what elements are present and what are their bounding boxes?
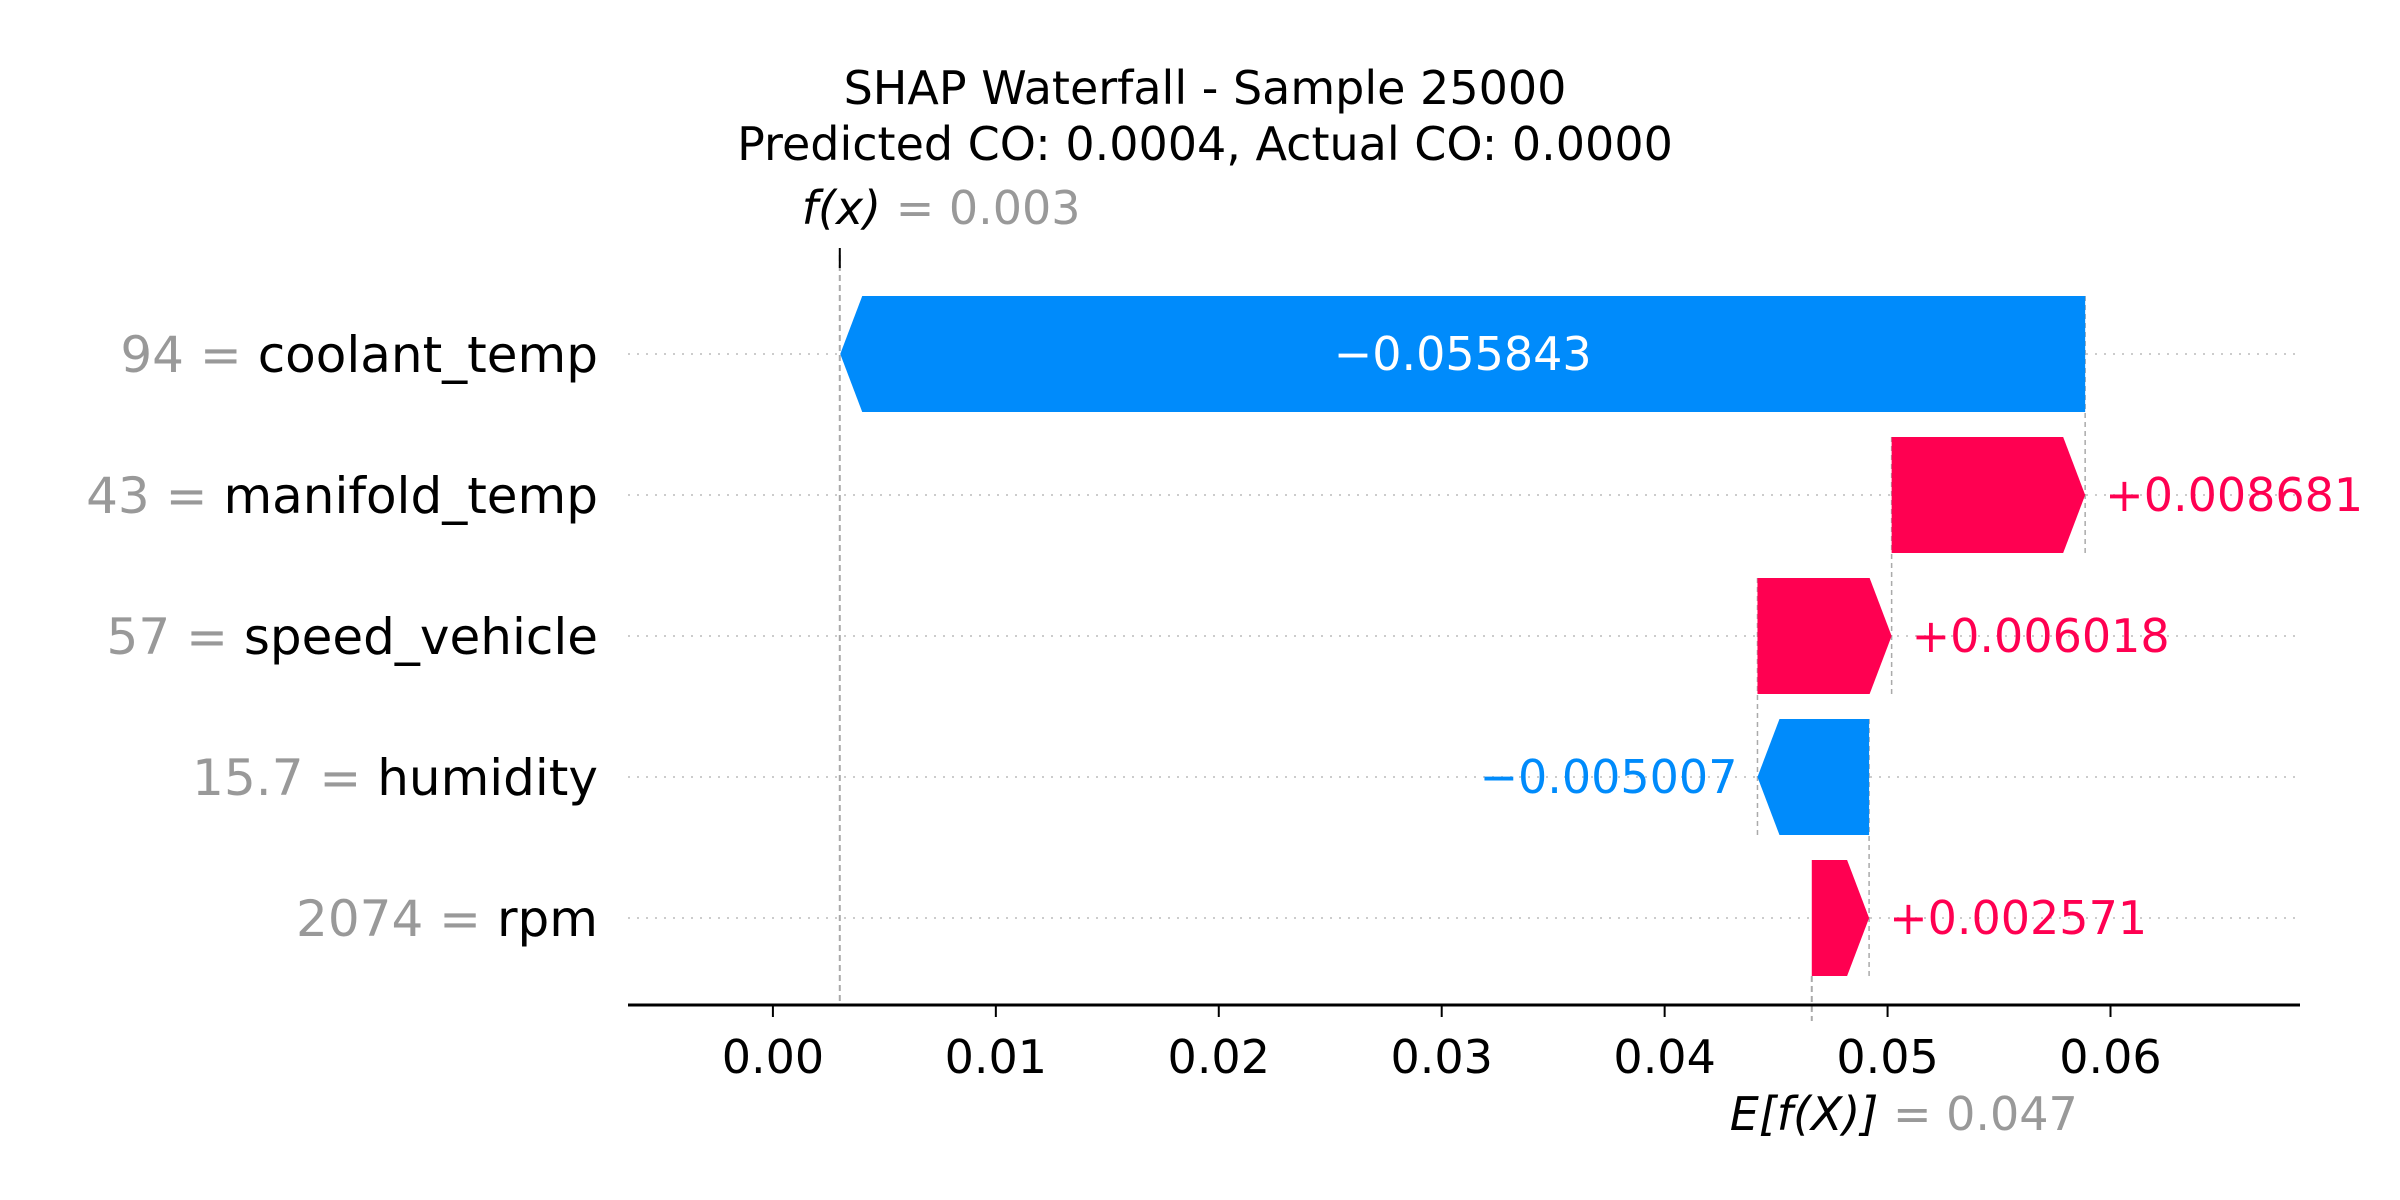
- feature-value: 15.7 =: [192, 749, 377, 807]
- x-tick-label: 0.03: [1390, 1030, 1492, 1084]
- feature-name: speed_vehicle: [244, 608, 598, 666]
- feature-value: 43 =: [86, 467, 223, 525]
- bar-value-label: −0.055843: [1334, 327, 1592, 381]
- base-value-annotation: E[f(X)] = 0.047: [1730, 1087, 2078, 1141]
- x-tick-label: 0.05: [1836, 1030, 1938, 1084]
- chart-title-line2: Predicted CO: 0.0004, Actual CO: 0.0000: [737, 117, 1673, 171]
- plot-area: −0.055843 94 = coolant_temp +0.008681 43 = …: [86, 181, 2363, 1141]
- feature-value: 2074 =: [296, 890, 497, 948]
- fx-symbol: f(x): [802, 181, 896, 235]
- feature-label: 2074 = rpm: [296, 890, 598, 948]
- bar-value-label: +0.008681: [2105, 468, 2363, 522]
- feature-value: 94 =: [120, 326, 257, 384]
- feature-value: 57 =: [107, 608, 244, 666]
- fx-value: = 0.003: [896, 181, 1081, 235]
- x-tick-label: 0.00: [722, 1030, 824, 1084]
- chart-title-line1: SHAP Waterfall - Sample 25000: [844, 61, 1567, 115]
- feature-label: 94 = coolant_temp: [120, 326, 598, 384]
- negative-shap-bar: [1757, 719, 1870, 835]
- base-value: = 0.047: [1893, 1087, 2078, 1141]
- x-tick-label: 0.06: [2059, 1030, 2161, 1084]
- fx-annotation: f(x) = 0.003: [802, 181, 1081, 235]
- bar-value-label: +0.002571: [1889, 891, 2147, 945]
- feature-name: rpm: [497, 890, 598, 948]
- negative-shap-bar: [840, 296, 2086, 412]
- x-tick-label: 0.04: [1613, 1030, 1715, 1084]
- feature-label: 43 = manifold_temp: [86, 467, 598, 525]
- positive-shap-bar: [1811, 860, 1870, 976]
- feature-label: 15.7 = humidity: [192, 749, 598, 807]
- positive-shap-bar: [1891, 437, 2086, 553]
- feature-name: humidity: [377, 749, 598, 807]
- bar-value-label: +0.006018: [1912, 609, 2170, 663]
- base-value-symbol: E[f(X)]: [1730, 1087, 1893, 1141]
- feature-name: coolant_temp: [258, 326, 598, 384]
- bar-value-label: −0.005007: [1479, 750, 1737, 804]
- positive-shap-bar: [1757, 578, 1892, 694]
- x-tick-label: 0.02: [1168, 1030, 1270, 1084]
- x-tick-label: 0.01: [945, 1030, 1047, 1084]
- feature-label: 57 = speed_vehicle: [107, 608, 598, 666]
- feature-name: manifold_temp: [223, 467, 598, 525]
